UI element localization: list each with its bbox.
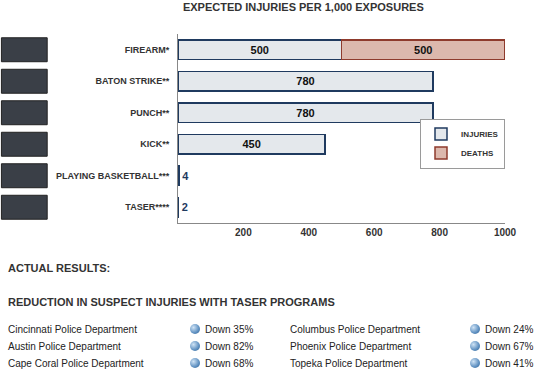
- svg-text:400: 400: [300, 227, 317, 238]
- html-text:Cape Coral Police Department: Cape Coral Police Department: [8, 358, 144, 369]
- html-text:Phoenix Police Department: Phoenix Police Department: [290, 341, 412, 352]
- svg-text:TASER****: TASER****: [125, 202, 169, 212]
- svg-text:500: 500: [251, 44, 269, 56]
- html-text:Topeka Police Department: Topeka Police Department: [290, 358, 408, 369]
- svg-text:INJURIES: INJURIES: [461, 130, 499, 139]
- html-text:Down 67%: Down 67%: [485, 341, 534, 352]
- svg-text:4: 4: [182, 170, 189, 182]
- svg-text:200: 200: [235, 227, 252, 238]
- svg-text:DEATHS: DEATHS: [461, 149, 494, 158]
- html-text:Down 82%: Down 82%: [205, 341, 254, 352]
- html-text:Down 35%: Down 35%: [205, 324, 254, 335]
- svg-text:600: 600: [366, 227, 383, 238]
- html-text:Down 24%: Down 24%: [485, 324, 534, 335]
- svg-text:500: 500: [414, 44, 432, 56]
- svg-text:PUNCH**: PUNCH**: [130, 108, 170, 118]
- svg-text:780: 780: [296, 107, 314, 119]
- svg-text:EXPECTED INJURIES PER 1,000 EX: EXPECTED INJURIES PER 1,000 EXPOSURES: [183, 1, 424, 13]
- html-text:Down 41%: Down 41%: [485, 358, 534, 369]
- svg-text:800: 800: [431, 227, 448, 238]
- svg-text:1000: 1000: [494, 227, 517, 238]
- html-text:Cincinnati Police Department: Cincinnati Police Department: [8, 324, 137, 335]
- svg-text:450: 450: [242, 138, 260, 150]
- svg-text:PLAYING BASKETBALL***: PLAYING BASKETBALL***: [56, 171, 170, 181]
- html-text:Down 68%: Down 68%: [205, 358, 254, 369]
- svg-text:BATON STRIKE**: BATON STRIKE**: [96, 76, 170, 86]
- html-text:Austin Police Department: Austin Police Department: [8, 341, 121, 352]
- html-text:REDUCTION IN SUSPECT INJURIES: REDUCTION IN SUSPECT INJURIES WITH TASER…: [8, 296, 335, 308]
- svg-text:2: 2: [182, 201, 188, 213]
- svg-text:780: 780: [296, 75, 314, 87]
- html-text:Columbus Police Department: Columbus Police Department: [290, 324, 421, 335]
- html-text:ACTUAL RESULTS:: ACTUAL RESULTS:: [8, 262, 111, 274]
- svg-text:FIREARM*: FIREARM*: [125, 45, 170, 55]
- svg-text:KICK**: KICK**: [140, 139, 170, 149]
